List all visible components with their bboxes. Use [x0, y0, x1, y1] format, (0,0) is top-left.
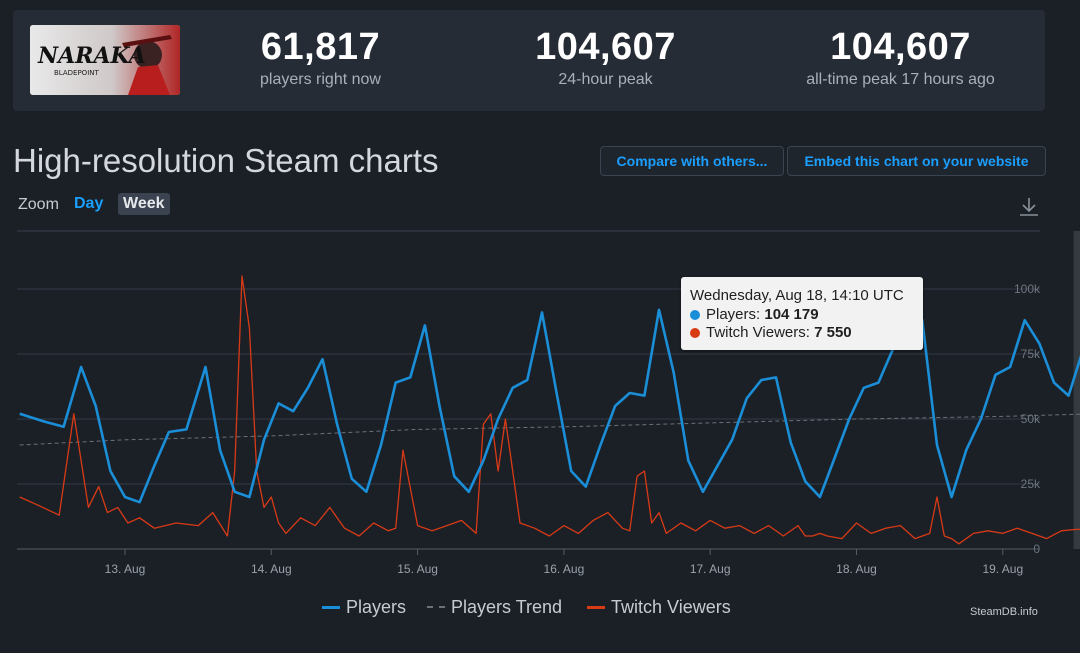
zoom-day-button[interactable]: Day	[74, 195, 104, 212]
x-tick-label: 16. Aug	[544, 562, 585, 576]
zoom-week-button[interactable]: Week	[118, 193, 170, 215]
stat-players-now: 61,817 players right now	[233, 26, 408, 90]
players-swatch-icon	[322, 605, 340, 609]
tooltip-date: Wednesday, Aug 18, 14:10 UTC	[690, 287, 904, 304]
legend-label: Players	[346, 596, 407, 617]
game-logo-text: NARAKA	[37, 43, 146, 69]
stat-label: players right now	[260, 71, 381, 88]
x-tick-label: 14. Aug	[251, 562, 292, 576]
stat-all-time-peak: 104,607 all-time peak 17 hours ago	[778, 26, 1023, 90]
twitch-swatch-icon	[587, 605, 605, 609]
chart-tooltip: Wednesday, Aug 18, 14:10 UTC Players: 10…	[681, 277, 923, 350]
twitch-dot-icon	[690, 328, 700, 338]
tooltip-players-label: Players:	[706, 306, 761, 323]
game-logo[interactable]: NARAKA BLADEPOINT	[30, 25, 180, 95]
legend-label: Players Trend	[451, 596, 563, 617]
hover-band	[1073, 231, 1080, 549]
tooltip-twitch-label: Twitch Viewers:	[706, 324, 810, 341]
x-tick-label: 13. Aug	[105, 562, 146, 576]
tooltip-players-value: 104 179	[764, 306, 819, 323]
stats-header: NARAKA BLADEPOINT 61,817 players right n…	[13, 10, 1045, 111]
x-tick-label: 18. Aug	[836, 562, 877, 576]
compare-button[interactable]: Compare with others...	[600, 146, 784, 176]
players-line	[19, 282, 1080, 504]
stat-label: 24-hour peak	[558, 71, 653, 88]
x-tick-label: 19. Aug	[982, 562, 1023, 576]
y-tick-label: 75k	[1021, 347, 1041, 361]
players-dot-icon	[690, 310, 700, 320]
legend-item-twitch-viewers[interactable]: Twitch Viewers	[587, 596, 731, 618]
x-tick-label: 15. Aug	[397, 562, 438, 576]
zoom-label: Zoom	[18, 196, 59, 213]
legend-item-players[interactable]: Players	[322, 596, 406, 618]
stat-24h-peak: 104,607 24-hour peak	[513, 26, 698, 90]
y-tick-label: 100k	[1014, 282, 1041, 296]
game-logo-subtext: BLADEPOINT	[54, 69, 99, 77]
stat-label: all-time peak 17 hours ago	[806, 71, 995, 88]
stat-value: 104,607	[830, 26, 971, 68]
page-title: High-resolution Steam charts	[13, 142, 439, 179]
y-tick-label: 50k	[1021, 412, 1041, 426]
legend-label: Twitch Viewers	[611, 596, 731, 617]
tooltip-players-row: Players: 104 179	[690, 306, 819, 323]
stat-value: 61,817	[260, 26, 381, 68]
credit-link[interactable]: SteamDB.info	[970, 606, 1038, 618]
stat-value: 104,607	[535, 26, 676, 68]
tooltip-twitch-value: 7 550	[814, 324, 852, 341]
embed-chart-button[interactable]: Embed this chart on your website	[787, 146, 1046, 176]
legend-item-players-trend[interactable]: Players Trend	[427, 596, 562, 618]
twitch-viewers-line	[19, 275, 1080, 545]
download-icon[interactable]	[1017, 195, 1041, 219]
y-tick-label: 25k	[1021, 477, 1041, 491]
x-tick-label: 17. Aug	[690, 562, 731, 576]
players-trend-line	[19, 413, 1080, 446]
trend-swatch-icon	[427, 606, 445, 608]
tooltip-twitch-row: Twitch Viewers: 7 550	[690, 324, 852, 341]
